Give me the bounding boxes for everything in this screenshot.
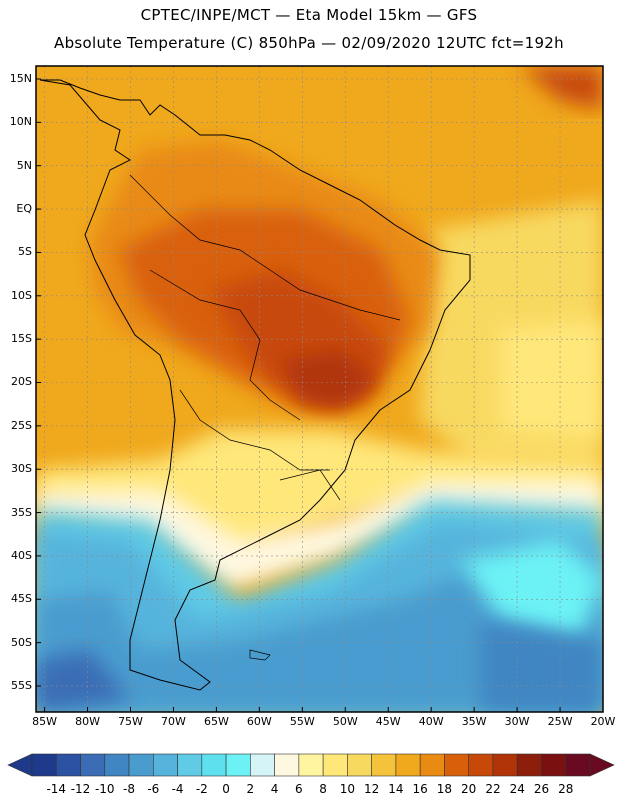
lon-tick-label: 45W (375, 715, 401, 728)
lat-tick-label: 15S (11, 332, 32, 346)
colorbar-label: 24 (509, 782, 525, 796)
lon-tick-label: 85W (32, 715, 58, 728)
lat-tick-label: 5S (18, 245, 32, 259)
lon-tick-label: 25W (547, 715, 573, 728)
lon-tick-label: 30W (504, 715, 530, 728)
colorbar-label: 22 (485, 782, 501, 796)
lat-tick-label: 55S (11, 678, 32, 692)
colorbar-label: 20 (461, 782, 477, 796)
temperature-field (36, 66, 603, 712)
lat-tick-label: 40S (11, 548, 32, 562)
colorbar-label: 14 (388, 782, 404, 796)
south-america-outline (39, 79, 471, 691)
lat-tick-label: 15N (9, 72, 32, 85)
lon-tick-label: 80W (75, 715, 100, 728)
lat-tick-label: 35S (11, 505, 32, 519)
colorbar-label: -8 (123, 782, 136, 796)
colorbar-label: -12 (70, 782, 91, 796)
lat-tick-label: 10N (9, 115, 32, 129)
colorbar-label: -6 (147, 782, 160, 796)
colorbar-label: -10 (94, 782, 115, 796)
chart-title-line2: Absolute Temperature (C) 850hPa — 02/09/… (54, 34, 564, 52)
colorbar-label: 6 (295, 782, 303, 796)
chart-title-line1: CPTEC/INPE/MCT — Eta Model 15km — GFS (140, 6, 478, 24)
lat-tick-label: 10S (11, 288, 32, 302)
colorbar-label: 18 (436, 782, 453, 796)
lon-tick-label: 60W (246, 715, 272, 728)
lon-tick-label: 65W (203, 715, 229, 728)
lat-tick-label: 5N (16, 158, 32, 172)
colorbar-label: 12 (364, 782, 380, 796)
lat-tick-label: 30S (11, 462, 32, 476)
colorbar-label: 10 (339, 782, 356, 796)
colorbar-label: 26 (533, 782, 550, 796)
lon-tick-label: 75W (118, 715, 143, 728)
colorbar-label: -14 (46, 782, 67, 796)
lat-tick-label: 45S (11, 592, 32, 606)
colorbar-label: 8 (319, 782, 327, 796)
lon-tick-label: 35W (461, 715, 487, 728)
lon-tick-label: 50W (332, 715, 358, 728)
lon-tick-label: 70W (161, 715, 186, 728)
colorbar-label: -4 (171, 782, 184, 796)
lon-tick-label: 20W (590, 715, 616, 728)
lon-tick-label: 55W (289, 715, 315, 728)
lat-tick-label: EQ (16, 202, 32, 216)
colorbar-label: 28 (558, 782, 574, 796)
lat-tick-label: 50S (11, 635, 32, 649)
lat-tick-label: 25S (11, 418, 32, 432)
lon-tick-label: 40W (418, 715, 444, 728)
colorbar-label: 4 (270, 782, 279, 796)
colorbar-label: 0 (222, 782, 230, 796)
colorbar-label: 16 (412, 782, 428, 796)
colorbar-label: 2 (246, 782, 255, 796)
map-frame (35, 65, 604, 713)
colorbar-label: -2 (195, 782, 208, 796)
lat-tick-label: 20S (11, 375, 32, 389)
